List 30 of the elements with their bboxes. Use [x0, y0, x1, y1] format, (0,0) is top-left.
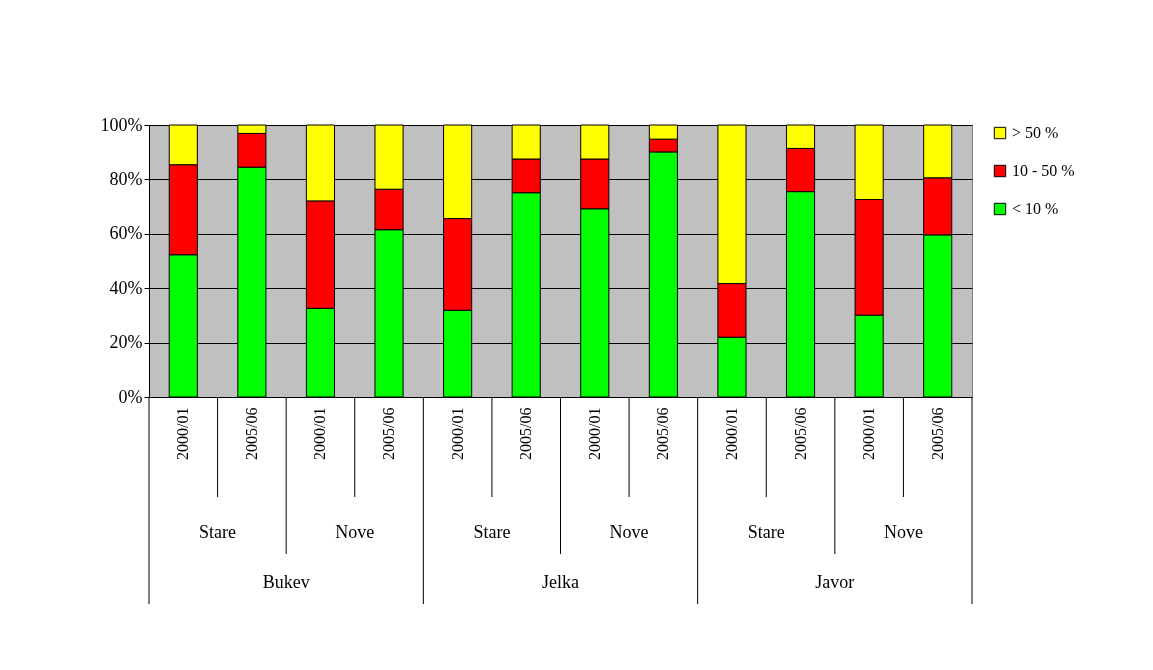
x-tick-label: 2000/01: [311, 407, 329, 460]
legend-label: < 10 %: [1012, 200, 1059, 217]
x-tick-label: 2000/01: [448, 407, 466, 460]
x-tick-label: 2000/01: [860, 407, 878, 460]
y-tick-label: 0%: [118, 386, 143, 407]
text: Nove: [335, 522, 375, 542]
text: Jelka: [542, 572, 579, 592]
x-tick-label: 2005/06: [791, 407, 809, 460]
y-tick-label: 40%: [109, 277, 143, 298]
legend-label: 10 - 50 %: [1012, 162, 1075, 179]
x-tick-label: 2005/06: [242, 407, 260, 460]
text: Bukev: [262, 572, 310, 592]
text: Javor: [815, 572, 855, 592]
x-tick-label: 2000/01: [174, 407, 192, 460]
text: Stare: [199, 522, 237, 542]
text: Nove: [883, 522, 923, 542]
text: Stare: [473, 522, 511, 542]
x-tick-label: 2005/06: [380, 407, 398, 460]
y-tick-label: 80%: [109, 168, 143, 189]
x-tick-label: 2000/01: [722, 407, 740, 460]
y-tick-label: 60%: [109, 223, 143, 244]
x-tick-label: 2005/06: [517, 407, 535, 460]
x-tick-label: 2005/06: [928, 407, 946, 460]
legend-label: > 50 %: [1012, 124, 1059, 141]
x-tick-label: 2000/01: [585, 407, 603, 460]
y-tick-label: 20%: [109, 332, 143, 353]
text: Stare: [747, 522, 785, 542]
y-tick-label: 100%: [100, 114, 143, 135]
text: Nove: [609, 522, 649, 542]
x-tick-label: 2005/06: [654, 407, 672, 460]
